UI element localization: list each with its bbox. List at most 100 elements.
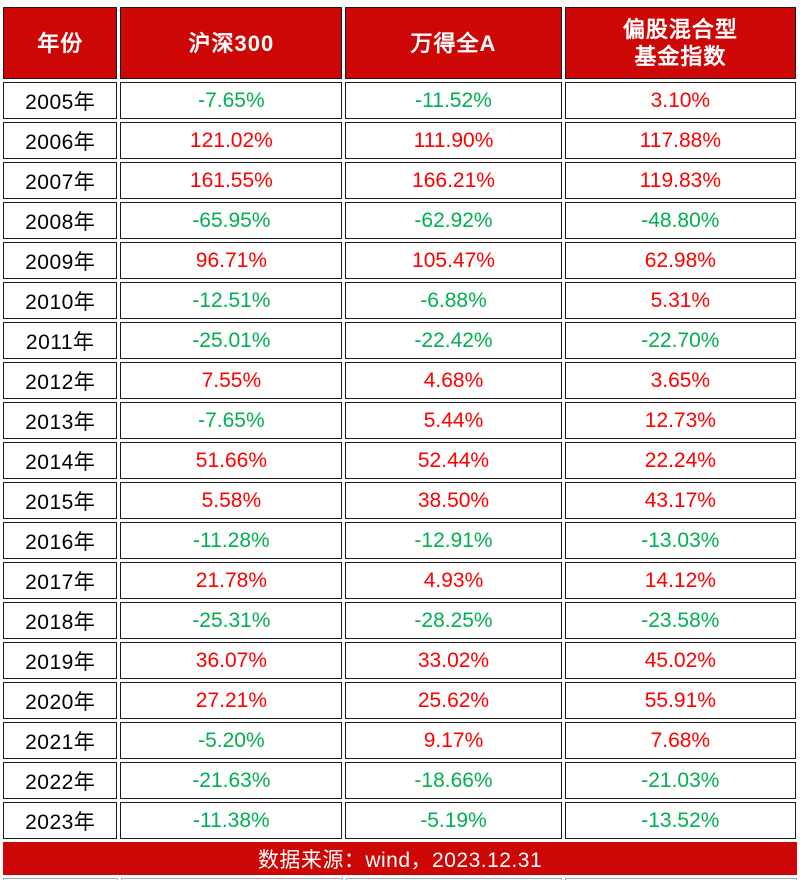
year-cell: 2021年 bbox=[3, 722, 118, 759]
table-row: 2023年 -11.38% -5.19% -13.52% bbox=[3, 802, 796, 839]
return-value-cell: 161.55% bbox=[120, 162, 343, 199]
return-value-cell: -22.70% bbox=[564, 322, 796, 359]
return-value-cell: -12.51% bbox=[120, 282, 343, 319]
return-value-cell: -13.03% bbox=[564, 522, 796, 559]
year-cell: 2010年 bbox=[3, 282, 118, 319]
table-row: 2006年 121.02% 111.90% 117.88% bbox=[3, 122, 796, 159]
return-value-cell: 121.02% bbox=[120, 122, 343, 159]
year-cell: 2011年 bbox=[3, 322, 118, 359]
col-header-year: 年份 bbox=[3, 7, 118, 79]
return-value-cell: 43.17% bbox=[564, 482, 796, 519]
return-value-cell: -13.52% bbox=[564, 802, 796, 839]
table-row: 2022年 -21.63% -18.66% -21.03% bbox=[3, 762, 796, 799]
col-header-year-label: 年份 bbox=[37, 30, 84, 56]
return-value-cell: -11.38% bbox=[120, 802, 343, 839]
col-header-wind-all-a-label: 万得全A bbox=[410, 30, 497, 56]
return-value-cell: 51.66% bbox=[120, 442, 343, 479]
clipped-next-row bbox=[3, 878, 797, 880]
year-cell: 2023年 bbox=[3, 802, 118, 839]
table-row: 2015年 5.58% 38.50% 43.17% bbox=[3, 482, 796, 519]
return-value-cell: 36.07% bbox=[120, 642, 343, 679]
data-source-bar: 数据来源：wind，2023.12.31 bbox=[3, 842, 797, 875]
return-value-cell: 117.88% bbox=[564, 122, 796, 159]
return-value-cell: -5.20% bbox=[120, 722, 343, 759]
col-header-wind-all-a: 万得全A bbox=[345, 7, 562, 79]
return-value-cell: 12.73% bbox=[564, 402, 796, 439]
return-value-cell: 96.71% bbox=[120, 242, 343, 279]
year-cell: 2018年 bbox=[3, 602, 118, 639]
table-row: 2009年 96.71% 105.47% 62.98% bbox=[3, 242, 796, 279]
return-value-cell: 3.10% bbox=[564, 82, 796, 119]
return-value-cell: -7.65% bbox=[120, 82, 343, 119]
year-cell: 2014年 bbox=[3, 442, 118, 479]
return-value-cell: 14.12% bbox=[564, 562, 796, 599]
col-header-hybrid-fund-index: 偏股混合型 基金指数 bbox=[564, 7, 796, 79]
table-row: 2020年 27.21% 25.62% 55.91% bbox=[3, 682, 796, 719]
return-value-cell: 9.17% bbox=[345, 722, 562, 759]
table-row: 2013年 -7.65% 5.44% 12.73% bbox=[3, 402, 796, 439]
col-header-hybrid-fund-index-label-line1: 偏股混合型 bbox=[622, 17, 738, 42]
return-value-cell: 111.90% bbox=[345, 122, 562, 159]
return-value-cell: -21.03% bbox=[564, 762, 796, 799]
clipped-cell bbox=[3, 878, 118, 880]
return-value-cell: 27.21% bbox=[120, 682, 343, 719]
year-cell: 2022年 bbox=[3, 762, 118, 799]
year-cell: 2008年 bbox=[3, 202, 118, 239]
year-cell: 2013年 bbox=[3, 402, 118, 439]
year-cell: 2019年 bbox=[3, 642, 118, 679]
return-value-cell: 119.83% bbox=[564, 162, 796, 199]
year-cell: 2006年 bbox=[3, 122, 118, 159]
year-cell: 2015年 bbox=[3, 482, 118, 519]
annual-returns-table: 年份 沪深300 万得全A 偏股混合型 基金指数 2005年 -7.65% -11.… bbox=[0, 4, 799, 842]
return-value-cell: -5.19% bbox=[345, 802, 562, 839]
return-value-cell: 55.91% bbox=[564, 682, 796, 719]
return-value-cell: 105.47% bbox=[345, 242, 562, 279]
table-row: 2005年 -7.65% -11.52% 3.10% bbox=[3, 82, 796, 119]
return-value-cell: -28.25% bbox=[345, 602, 562, 639]
return-value-cell: 33.02% bbox=[345, 642, 562, 679]
clipped-cell bbox=[565, 878, 797, 880]
return-value-cell: -7.65% bbox=[120, 402, 343, 439]
table-row: 2016年 -11.28% -12.91% -13.03% bbox=[3, 522, 796, 559]
year-cell: 2012年 bbox=[3, 362, 118, 399]
return-value-cell: -65.95% bbox=[120, 202, 343, 239]
year-cell: 2007年 bbox=[3, 162, 118, 199]
table-row: 2021年 -5.20% 9.17% 7.68% bbox=[3, 722, 796, 759]
data-source-text: 数据来源：wind，2023.12.31 bbox=[257, 848, 543, 872]
year-cell: 2005年 bbox=[3, 82, 118, 119]
return-value-cell: 25.62% bbox=[345, 682, 562, 719]
return-value-cell: 5.58% bbox=[120, 482, 343, 519]
table-body: 2005年 -7.65% -11.52% 3.10% 2006年 121.02% 111.9… bbox=[3, 82, 796, 839]
return-value-cell: -18.66% bbox=[345, 762, 562, 799]
return-value-cell: 21.78% bbox=[120, 562, 343, 599]
return-value-cell: -23.58% bbox=[564, 602, 796, 639]
col-header-csi300: 沪深300 bbox=[120, 7, 343, 79]
return-value-cell: 38.50% bbox=[345, 482, 562, 519]
return-value-cell: -25.01% bbox=[120, 322, 343, 359]
return-value-cell: 7.55% bbox=[120, 362, 343, 399]
table-row: 2019年 36.07% 33.02% 45.02% bbox=[3, 642, 796, 679]
year-cell: 2020年 bbox=[3, 682, 118, 719]
return-value-cell: 4.93% bbox=[345, 562, 562, 599]
return-value-cell: -12.91% bbox=[345, 522, 562, 559]
return-value-cell: 7.68% bbox=[564, 722, 796, 759]
col-header-csi300-label: 沪深300 bbox=[188, 30, 275, 56]
table-row: 2017年 21.78% 4.93% 14.12% bbox=[3, 562, 796, 599]
table-row: 2010年 -12.51% -6.88% 5.31% bbox=[3, 282, 796, 319]
table-row: 2011年 -25.01% -22.42% -22.70% bbox=[3, 322, 796, 359]
return-value-cell: 52.44% bbox=[345, 442, 562, 479]
return-value-cell: 22.24% bbox=[564, 442, 796, 479]
return-value-cell: -22.42% bbox=[345, 322, 562, 359]
return-value-cell: 45.02% bbox=[564, 642, 796, 679]
return-value-cell: 62.98% bbox=[564, 242, 796, 279]
table-row: 2018年 -25.31% -28.25% -23.58% bbox=[3, 602, 796, 639]
return-value-cell: 166.21% bbox=[345, 162, 562, 199]
return-value-cell: -48.80% bbox=[564, 202, 796, 239]
year-cell: 2009年 bbox=[3, 242, 118, 279]
return-value-cell: -6.88% bbox=[345, 282, 562, 319]
return-value-cell: -62.92% bbox=[345, 202, 562, 239]
col-header-hybrid-fund-index-label-line2: 基金指数 bbox=[634, 44, 727, 69]
clipped-cell bbox=[345, 878, 563, 880]
return-value-cell: -25.31% bbox=[120, 602, 343, 639]
